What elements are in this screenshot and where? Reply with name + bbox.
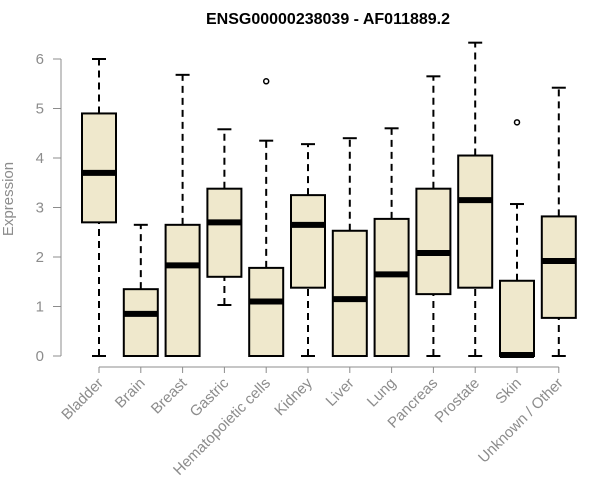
x-tick-label: Brain xyxy=(112,375,149,412)
x-tick-label: Kidney xyxy=(271,374,316,419)
box xyxy=(499,279,535,358)
y-tick-label-6: 6 xyxy=(36,51,44,68)
x-tick-label: Bladder xyxy=(58,375,107,424)
chart-title: ENSG00000238039 - AF011889.2 xyxy=(206,11,450,28)
y-tick-label-2: 2 xyxy=(36,249,44,266)
y-tick-label-3: 3 xyxy=(36,200,44,217)
outlier-point xyxy=(513,119,521,126)
x-tick-label: Breast xyxy=(148,374,191,417)
box xyxy=(415,187,452,296)
box xyxy=(81,112,117,224)
x-tick-label: Skin xyxy=(492,375,525,408)
box xyxy=(122,288,159,357)
box xyxy=(248,266,285,358)
box-group xyxy=(290,143,326,357)
box-group xyxy=(248,78,285,358)
box xyxy=(331,229,368,357)
y-axis: 0 1 2 3 4 5 6 xyxy=(36,51,62,365)
box-group xyxy=(540,86,577,357)
y-tick-label-5: 5 xyxy=(36,101,44,118)
box xyxy=(457,154,494,289)
y-tick-label-4: 4 xyxy=(36,150,44,167)
y-tick-label-1: 1 xyxy=(36,299,44,316)
box xyxy=(373,217,410,357)
box-group xyxy=(331,137,368,357)
box-group xyxy=(373,127,410,357)
box xyxy=(206,187,243,278)
box-group xyxy=(81,58,117,357)
x-tick-label: Prostate xyxy=(431,375,483,427)
x-tick-label: Lung xyxy=(364,375,400,411)
y-axis-label: Expression xyxy=(0,162,17,236)
box xyxy=(540,215,577,319)
box-group xyxy=(415,75,452,357)
outlier-point xyxy=(262,78,270,85)
box-group xyxy=(206,128,243,307)
box xyxy=(164,223,201,357)
box-group xyxy=(122,223,159,357)
box-group xyxy=(457,41,494,357)
box-group xyxy=(499,119,535,359)
box xyxy=(290,194,326,289)
y-tick-label-0: 0 xyxy=(36,348,44,365)
x-tick-label: Liver xyxy=(323,375,358,410)
box-group xyxy=(164,73,201,357)
boxes xyxy=(81,41,577,359)
